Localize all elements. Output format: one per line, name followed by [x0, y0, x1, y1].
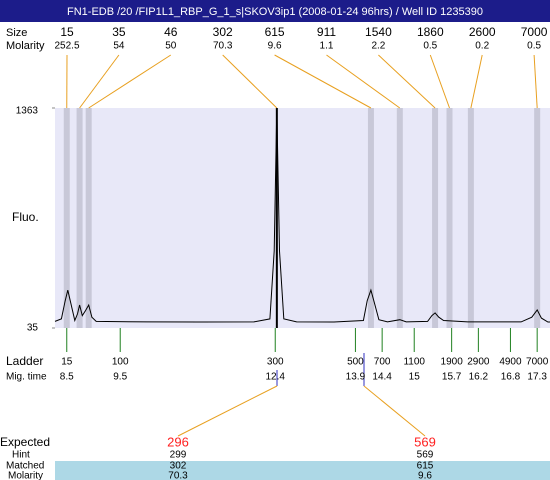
size-label: Size	[6, 27, 27, 39]
peak-band	[534, 108, 541, 328]
expected-matched: 302	[170, 461, 187, 472]
peak-band	[85, 108, 92, 328]
peak-molarity: 0.2	[475, 41, 489, 52]
ladder-time: 15.7	[442, 372, 462, 383]
title: FN1-EDB /20 /FIP1L1_RBP_G_1_s|SKOV3ip1 (…	[67, 6, 483, 18]
connector	[177, 385, 278, 437]
ladder-size: 7000	[526, 357, 549, 368]
ladder-time: 16.2	[469, 372, 489, 383]
peak-molarity: 252.5	[54, 41, 79, 52]
expected-expected: 569	[414, 434, 436, 449]
ladder-time: 17.3	[527, 372, 547, 383]
peak-size: 46	[164, 25, 178, 39]
ladder-label: Ladder	[6, 354, 43, 368]
molarity-label: Molarity	[6, 40, 45, 52]
ladder-time: 16.8	[501, 372, 521, 383]
peak-size: 15	[60, 25, 74, 39]
ladder-size: 300	[267, 357, 284, 368]
ladder-size: 100	[112, 357, 129, 368]
expected-expected: 296	[167, 434, 189, 449]
ladder-size: 1100	[403, 357, 425, 368]
peak-size: 7000	[521, 25, 548, 39]
expected-hint: 299	[170, 450, 187, 461]
y-tick-label: 1363	[16, 106, 39, 117]
ladder-time: 13.9	[346, 372, 366, 383]
expected-matched: 615	[417, 461, 434, 472]
peak-size: 1540	[365, 25, 392, 39]
expected-molarity: 9.6	[418, 471, 432, 480]
peak-connector	[470, 54, 483, 109]
plot-area	[55, 108, 550, 328]
ladder-time: 9.5	[113, 372, 127, 383]
peak-band	[275, 108, 278, 328]
peak-connector	[88, 54, 172, 109]
ladder-size: 500	[347, 357, 364, 368]
peak-size: 1860	[417, 25, 444, 39]
peak-band	[367, 108, 374, 328]
matched-label: Matched	[6, 461, 44, 472]
ladder-size: 4900	[499, 357, 522, 368]
ladder-size: 1900	[441, 357, 464, 368]
trace	[54, 107, 550, 323]
mig-time-label: Mig. time	[6, 372, 47, 383]
ladder-time: 12.4	[266, 372, 286, 383]
ladder-time: 14.4	[372, 372, 392, 383]
peak-molarity: 2.2	[371, 41, 385, 52]
peak-band	[432, 108, 439, 328]
matched-band	[55, 461, 550, 480]
expected-hint: 569	[417, 450, 434, 461]
ladder-size: 2900	[467, 357, 490, 368]
peak-size: 2600	[469, 25, 496, 39]
peak-connector	[222, 54, 278, 109]
molarity-row-label: Molarity	[8, 471, 43, 480]
peak-molarity: 70.3	[213, 41, 233, 52]
peak-molarity: 54	[113, 41, 125, 52]
peak-size: 302	[213, 25, 233, 39]
expected-label: Expected	[0, 435, 50, 449]
peak-band	[396, 108, 403, 328]
peak-connector	[378, 54, 436, 109]
peak-molarity: 9.6	[268, 41, 282, 52]
connector	[363, 385, 426, 437]
ladder-size: 15	[61, 357, 73, 368]
peak-molarity: 1.1	[320, 41, 334, 52]
peak-band	[76, 108, 83, 328]
fluo-label: Fluo.	[12, 210, 39, 224]
peak-band	[446, 108, 453, 328]
peak-connector	[274, 54, 372, 109]
peak-size: 911	[317, 25, 336, 39]
ladder-time: 15	[409, 372, 421, 383]
peak-band	[467, 108, 474, 328]
y-tick-label: 35	[27, 323, 39, 334]
peak-band	[63, 108, 70, 328]
hint-label: Hint	[12, 450, 30, 461]
peak-connector	[326, 54, 401, 109]
peak-size: 615	[265, 25, 285, 39]
peak-connector	[429, 54, 450, 109]
peak-connector	[79, 54, 120, 109]
expected-molarity: 70.3	[168, 471, 188, 480]
peak-molarity: 50	[165, 41, 177, 52]
peak-molarity: 0.5	[423, 41, 437, 52]
peak-molarity: 0.5	[527, 41, 541, 52]
ladder-time: 8.5	[60, 372, 74, 383]
peak-size: 35	[112, 25, 126, 39]
ladder-size: 700	[374, 357, 391, 368]
peak-connector	[533, 54, 538, 109]
title-bar	[0, 0, 550, 22]
